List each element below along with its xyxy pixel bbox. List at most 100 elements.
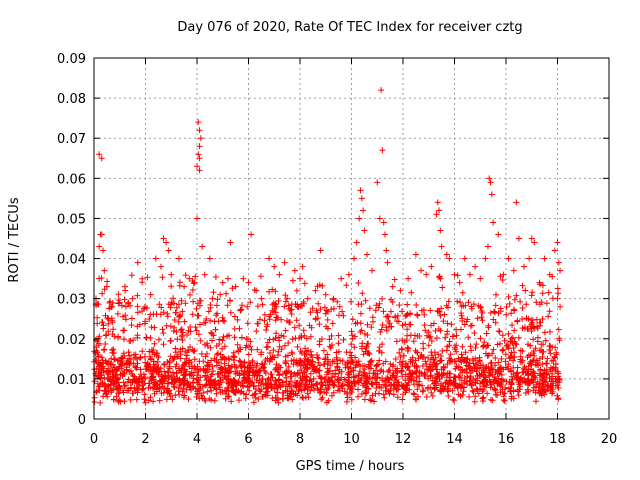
y-tick-label: 0	[78, 413, 86, 428]
data-point	[380, 219, 387, 226]
axis-ticks	[93, 57, 610, 420]
y-tick-label: 0.03	[57, 293, 86, 308]
data-point	[299, 263, 306, 270]
data-point	[397, 287, 404, 294]
x-tick-label: 12	[395, 432, 412, 447]
x-axis-label: GPS time / hours	[296, 459, 405, 474]
y-tick-label: 0.01	[57, 373, 86, 388]
dense-band-marks	[91, 272, 563, 406]
x-tick-label: 20	[601, 432, 618, 447]
data-point	[101, 267, 108, 274]
data-point	[98, 231, 105, 238]
data-point	[389, 283, 396, 290]
data-point	[438, 243, 445, 250]
data-point	[551, 247, 558, 254]
data-point	[129, 295, 136, 302]
data-point	[196, 143, 203, 150]
data-point	[271, 263, 278, 270]
data-point	[165, 247, 172, 254]
data-marks	[96, 87, 564, 310]
data-point	[351, 255, 358, 262]
data-point	[103, 283, 110, 290]
data-point	[186, 275, 193, 282]
data-point	[505, 255, 512, 262]
data-point	[412, 251, 419, 258]
data-point	[209, 295, 216, 302]
data-point	[379, 147, 386, 154]
data-point	[357, 187, 364, 194]
data-point	[96, 151, 103, 158]
data-point	[276, 271, 283, 278]
data-point	[361, 227, 368, 234]
data-point	[134, 259, 141, 266]
data-point	[297, 275, 303, 282]
data-point	[434, 199, 441, 206]
data-point	[181, 283, 188, 290]
data-point	[284, 295, 291, 302]
data-point	[446, 255, 453, 262]
data-point	[312, 287, 319, 294]
data-point	[554, 295, 561, 302]
data-point	[338, 275, 345, 282]
data-point	[345, 271, 352, 278]
data-point	[157, 263, 164, 270]
data-point	[199, 243, 206, 250]
data-point	[546, 271, 553, 278]
data-point	[196, 167, 203, 174]
data-point	[484, 243, 491, 250]
data-point	[487, 179, 494, 186]
y-tick-label: 0.07	[57, 132, 86, 147]
data-point	[433, 211, 440, 218]
data-point	[245, 279, 252, 286]
data-point	[248, 231, 255, 238]
data-point	[495, 231, 502, 238]
x-tick-labels: 0 2 4 6 8 10 12 14 16 18 20	[90, 432, 617, 447]
data-point	[195, 119, 202, 126]
data-point	[418, 267, 425, 274]
data-point	[510, 267, 517, 274]
y-tick-labels: 0 0.01 0.02 0.03 0.04 0.05 0.06 0.07 0.08 0.09	[57, 52, 86, 428]
y-tick-label: 0.08	[57, 92, 86, 107]
data-point	[330, 295, 337, 302]
data-point	[253, 287, 260, 294]
data-point	[266, 255, 273, 262]
y-tick-label: 0.04	[57, 253, 86, 268]
data-point	[206, 255, 213, 262]
data-point	[557, 267, 564, 274]
data-point	[363, 251, 370, 258]
data-point	[436, 207, 443, 214]
data-point	[304, 295, 311, 302]
data-point	[472, 263, 479, 270]
y-axis-label: ROTI / TECUs	[7, 197, 22, 282]
data-point	[374, 179, 381, 186]
y-tick-label: 0.06	[57, 172, 86, 187]
data-point	[96, 243, 103, 250]
data-point	[258, 295, 265, 302]
data-point	[224, 275, 231, 282]
data-point	[240, 275, 247, 282]
data-point	[437, 227, 444, 234]
data-point	[557, 303, 564, 310]
y-tick-label: 0.05	[57, 212, 86, 227]
data-point	[197, 135, 204, 142]
y-tick-label: 0.02	[57, 333, 86, 348]
data-point	[555, 259, 562, 266]
x-tick-label: 16	[498, 432, 515, 447]
data-point	[428, 263, 435, 270]
x-tick-label: 4	[193, 432, 201, 447]
data-point	[513, 199, 520, 206]
data-point	[168, 271, 175, 278]
data-point	[378, 87, 385, 94]
data-point	[405, 275, 412, 282]
data-point	[423, 271, 430, 278]
data-point	[369, 267, 376, 274]
data-point	[322, 291, 329, 298]
data-point	[191, 279, 198, 286]
data-point	[196, 127, 203, 134]
data-point	[227, 239, 234, 246]
data-point	[486, 175, 493, 182]
dense-band-markers	[91, 272, 563, 406]
data-point	[456, 279, 463, 286]
data-point	[217, 291, 224, 298]
